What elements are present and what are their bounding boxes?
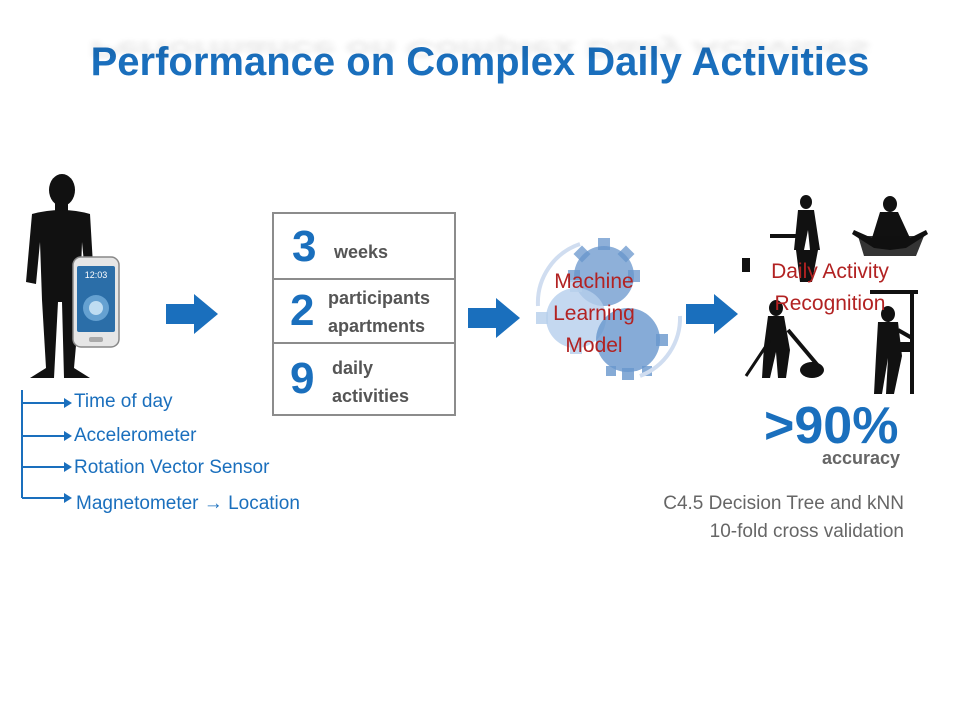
arrow-right-icon [166, 294, 218, 334]
method-validation: 10-fold cross validation [709, 521, 904, 542]
title-reflection: Performance on Complex Daily Activities [90, 35, 870, 62]
model-label: Machine Learning Model [553, 270, 635, 357]
dataset-row-participants: 2 participants apartments [272, 278, 456, 344]
dataset-row-weeks: 3 weeks [272, 212, 456, 280]
sensor-accelerometer: Accelerometer [74, 425, 197, 446]
dataset-label: weeks [334, 242, 389, 262]
arrow-right-icon [686, 294, 738, 334]
accuracy-label: accuracy [822, 448, 901, 468]
phone-clock: 12:03 [85, 270, 108, 280]
method-classifier: C4.5 Decision Tree and kNN [663, 493, 904, 514]
sensor-magnetometer: Magnetometer → Location [76, 493, 300, 514]
gear-icon [535, 238, 683, 380]
recognition-label: Daily Activity Recognition [771, 260, 889, 315]
activity-silhouettes-icon [742, 195, 928, 394]
page-title: Performance on Complex Daily Activities [90, 40, 870, 84]
dataset-number: 2 [290, 286, 315, 335]
dataset-row-activities: 9 daily activities [272, 342, 456, 416]
sensor-time-of-day: Time of day [74, 391, 173, 412]
dataset-number: 3 [292, 222, 317, 271]
sensor-connector [21, 390, 72, 503]
dataset-label: participants apartments [328, 288, 431, 336]
arrow-right-icon [468, 298, 520, 338]
accuracy-value: >90% [764, 397, 899, 455]
sensor-rotation-vector: Rotation Vector Sensor [74, 457, 270, 478]
smartphone-icon: 12:03 [72, 256, 120, 348]
dataset-number: 9 [290, 354, 315, 403]
person-silhouette-icon [26, 174, 94, 378]
dataset-label: daily activities [332, 358, 410, 406]
